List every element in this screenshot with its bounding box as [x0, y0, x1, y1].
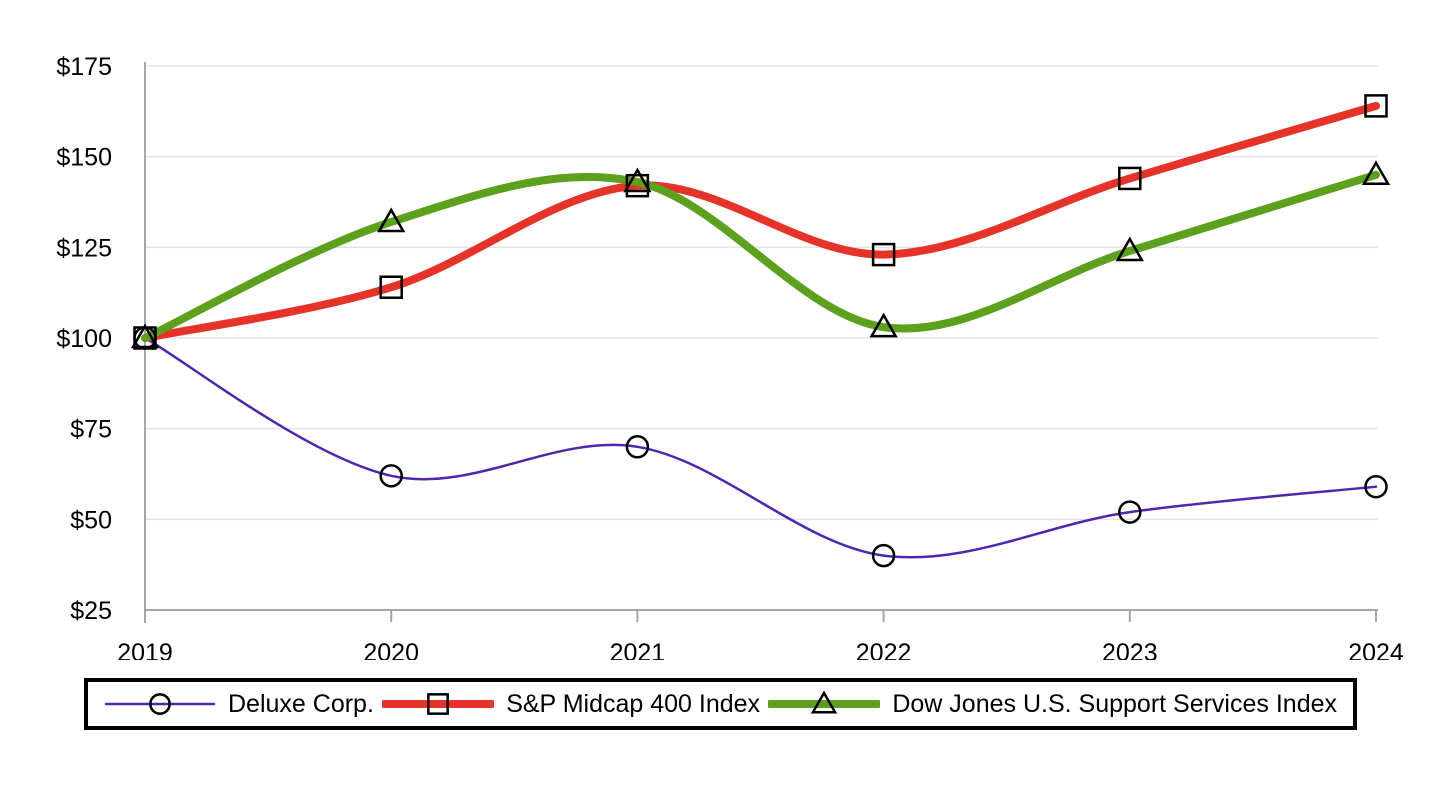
- x-tick-label: 2021: [610, 639, 666, 660]
- series-line-dow-jones-u-s-support-services-index: [141, 170, 1380, 342]
- deluxe-line-circle-marker-icon: [104, 687, 216, 721]
- legend-label-sp-midcap: S&P Midcap 400 Index: [506, 689, 761, 718]
- marker-circle: [1364, 474, 1388, 499]
- marker-circle: [625, 435, 650, 459]
- x-tick-label: 2024: [1348, 639, 1404, 660]
- marker-square: [1118, 166, 1142, 191]
- y-tick-label: $125: [56, 234, 112, 262]
- legend-label-deluxe-corp: Deluxe Corp.: [228, 689, 374, 718]
- legend: Deluxe Corp. S&P Midcap 400 Index Dow Jo…: [84, 678, 1357, 730]
- marker-square: [1364, 94, 1388, 118]
- dow-jones-line-triangle-marker-icon: [768, 687, 881, 721]
- marker-square: [427, 693, 450, 715]
- y-tick-label: $100: [56, 325, 112, 353]
- marker-triangle: [1115, 236, 1144, 262]
- x-tick-label: 2023: [1102, 639, 1158, 660]
- marker-circle: [149, 693, 171, 715]
- marker-triangle: [811, 690, 838, 714]
- marker-triangle: [377, 207, 406, 233]
- x-tick-label: 2019: [117, 639, 173, 660]
- marker-square: [379, 275, 403, 299]
- series-line-deluxe-corp: [143, 336, 1378, 559]
- sp-midcap-line-square-marker-icon: [382, 687, 495, 721]
- marker-triangle: [869, 312, 898, 338]
- y-tick-label: $50: [70, 506, 112, 534]
- legend-item-sp-midcap: S&P Midcap 400 Index: [382, 687, 760, 721]
- y-tick-label: $75: [70, 416, 112, 444]
- series-line-s-p-midcap-400-index: [141, 101, 1380, 342]
- legend-item-dow-jones-support-services: Dow Jones U.S. Support Services Index: [768, 687, 1337, 721]
- legend-label-dow-jones-support-services: Dow Jones U.S. Support Services Index: [892, 689, 1337, 718]
- marker-triangle: [623, 167, 652, 193]
- x-tick-label: 2022: [856, 639, 912, 660]
- performance-line-chart: 2019 2020 2021 2022 2023 2024 $25 $50 $75 $100 $12…: [56, 53, 1404, 660]
- marker-circle: [1118, 500, 1142, 524]
- y-tick-label: $25: [70, 597, 112, 625]
- marker-triangle: [1361, 160, 1391, 186]
- x-tick-label: 2020: [363, 639, 419, 660]
- marker-triangle: [130, 323, 160, 349]
- marker-circle: [871, 543, 896, 568]
- y-tick-label: $150: [56, 144, 112, 172]
- marker-square: [625, 173, 650, 198]
- marker-circle: [379, 464, 403, 488]
- legend-item-deluxe-corp: Deluxe Corp.: [104, 687, 374, 721]
- marker-square: [871, 242, 896, 267]
- y-tick-label: $175: [56, 53, 112, 81]
